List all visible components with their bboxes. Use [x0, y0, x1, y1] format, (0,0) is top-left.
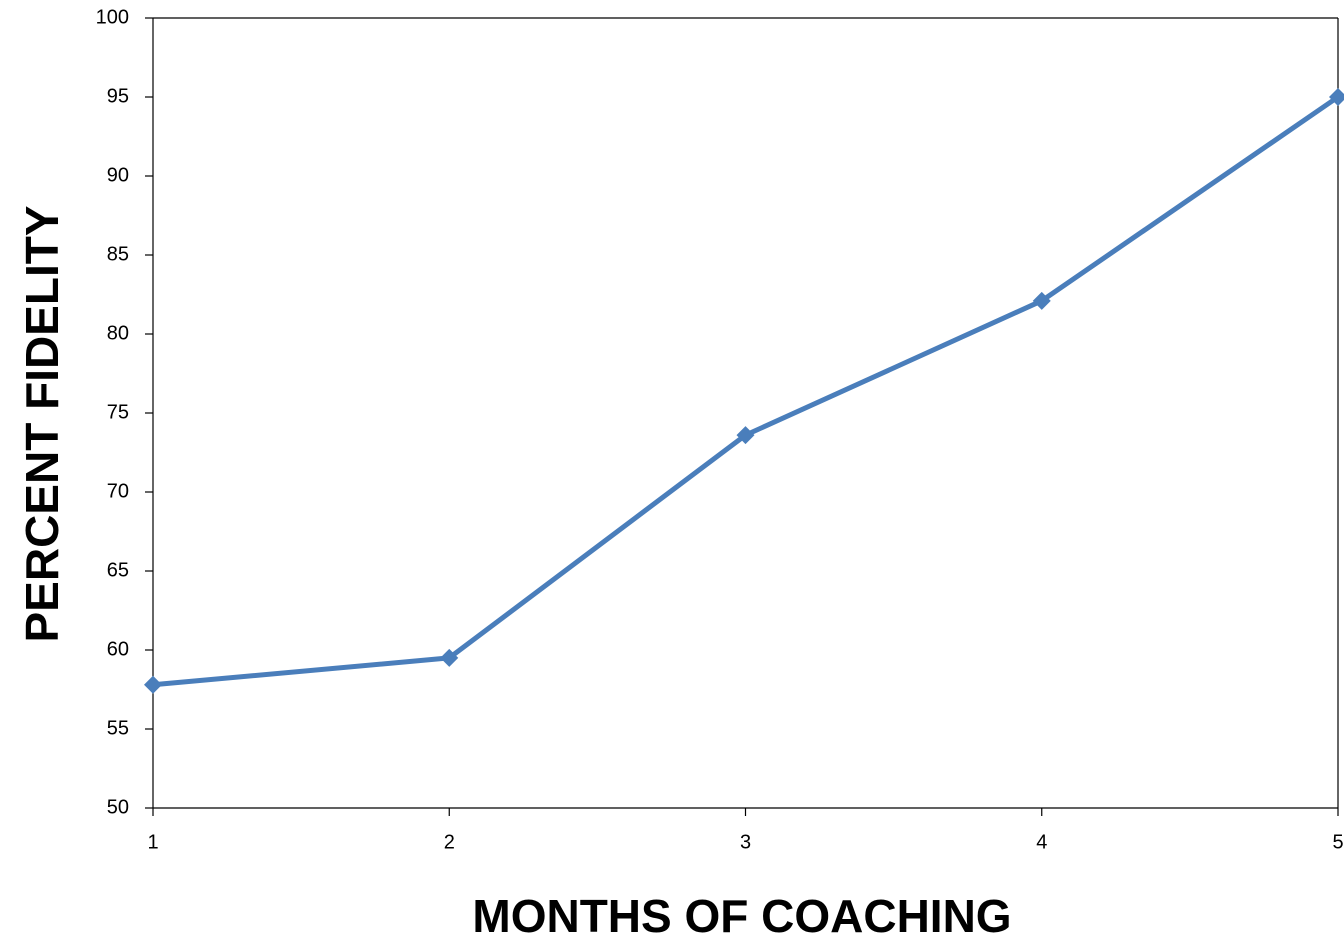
data-point: [736, 426, 755, 445]
x-tick-label: 5: [1332, 831, 1343, 853]
data-line: [152, 94, 1340, 688]
data-point: [440, 648, 459, 667]
x-tick-label: 2: [444, 831, 455, 853]
y-tick-label: 95: [107, 85, 129, 107]
x-tick-label: 1: [147, 831, 158, 853]
y-tick-label: 50: [107, 796, 129, 818]
y-tick-label: 65: [107, 559, 129, 581]
y-tick-label: 85: [107, 243, 129, 265]
y-tick-label: 55: [107, 717, 129, 739]
y-tick-label: 75: [107, 401, 129, 423]
x-axis-title: MONTHS OF COACHING: [472, 890, 1011, 942]
y-tick-label: 70: [107, 480, 129, 502]
y-tick-label: 100: [96, 6, 129, 28]
y-tick-label: 90: [107, 164, 129, 186]
x-tick-label: 3: [740, 831, 751, 853]
y-tick-label: 60: [107, 638, 129, 660]
data-point: [144, 675, 162, 694]
data-point: [1032, 291, 1051, 310]
y-tick-label: 80: [107, 322, 129, 344]
x-tick-label: 4: [1036, 831, 1047, 853]
data-point: [1329, 88, 1344, 106]
y-axis-title: PERCENT FIDELITY: [16, 205, 68, 642]
